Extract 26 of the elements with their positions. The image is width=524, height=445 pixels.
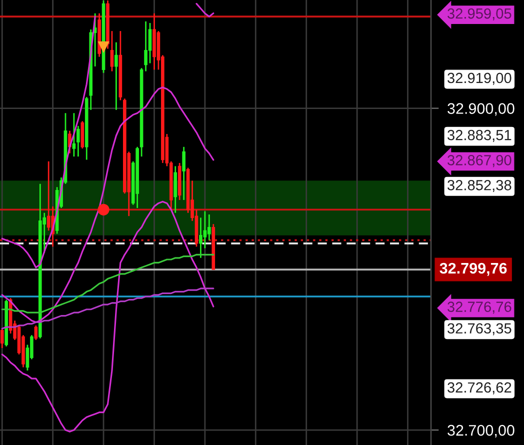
y2-tick-label: 32.852,38: [448, 180, 512, 192]
y2-tick-label: 32.959,05: [448, 8, 512, 20]
candlestick: [76, 125, 80, 158]
y-tick-label: 32.900,00: [448, 103, 514, 116]
line-series: [1, 200, 214, 432]
ref-line-label: 32.799,76: [440, 262, 507, 276]
candlestick: [34, 324, 38, 341]
y2-tick-label: 32.883,51: [448, 130, 512, 142]
candlestick: [72, 112, 76, 158]
candlestick: [203, 210, 207, 249]
y-tick-label: 32.700,00: [448, 424, 514, 438]
candlestick: [110, 30, 114, 72]
candlestick: [0, 328, 4, 349]
candlestick: [46, 160, 50, 232]
candlestick: [208, 214, 211, 241]
line-series: [1, 86, 214, 324]
y2-tick-label: 32.763,35: [448, 323, 512, 336]
y2-tick-label: 32.867,90: [448, 155, 512, 168]
candlestick: [148, 22, 152, 64]
line-series: [1, 254, 214, 314]
y2-tick-label: 32.726,62: [448, 382, 512, 394]
y2-tick-label: 32.776,76: [448, 302, 512, 314]
y2-tick-label: 32.919,00: [448, 72, 512, 85]
candlestick: [144, 20, 148, 72]
candlestick: [114, 42, 118, 111]
candlestick: [182, 146, 186, 201]
